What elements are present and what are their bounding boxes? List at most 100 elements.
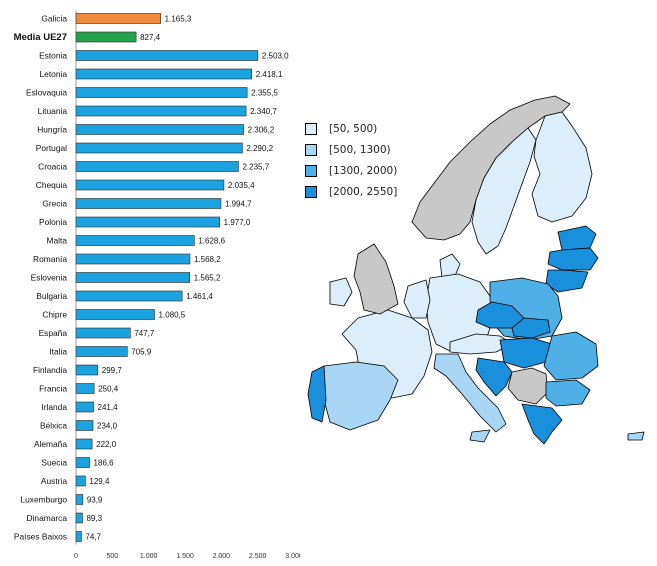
bar bbox=[75, 161, 239, 172]
category-label: Eslovaquia bbox=[26, 88, 67, 98]
region-balkans bbox=[507, 367, 549, 405]
value-label: 74,7 bbox=[85, 533, 101, 542]
bar bbox=[75, 87, 248, 98]
value-label: 2.235,7 bbox=[242, 163, 269, 172]
x-tick-label: 500 bbox=[106, 553, 118, 560]
value-label: 705,9 bbox=[131, 348, 152, 357]
category-labels: Galicia Media UE27 Estonia Letonia Eslovaqui… bbox=[14, 14, 68, 542]
bar bbox=[75, 13, 161, 24]
bar bbox=[75, 457, 90, 468]
region-slovakia bbox=[511, 317, 551, 339]
category-label: Media UE27 bbox=[14, 32, 67, 43]
bar-chart: Galicia Media UE27 Estonia Letonia Eslovaqui… bbox=[14, 10, 300, 560]
value-label: 186,6 bbox=[94, 459, 115, 468]
category-label: Suecia bbox=[41, 458, 67, 468]
value-label: 1.568,2 bbox=[194, 255, 221, 264]
category-label: Romanía bbox=[33, 254, 67, 264]
bar bbox=[75, 216, 220, 228]
x-tick-label: 3.000 bbox=[285, 553, 300, 560]
value-label: 222,0 bbox=[96, 440, 117, 449]
bar bbox=[75, 31, 137, 43]
value-label: 234,0 bbox=[97, 422, 118, 431]
legend-swatch bbox=[305, 185, 317, 198]
bar bbox=[75, 512, 83, 524]
bar bbox=[75, 420, 94, 431]
value-label: 2.035,4 bbox=[228, 181, 255, 190]
value-label: 1.994,7 bbox=[225, 200, 252, 209]
category-label: Austria bbox=[41, 476, 67, 486]
legend-label: [2000, 2550] bbox=[329, 185, 398, 198]
category-label: Chequia bbox=[36, 180, 68, 190]
region-denmark bbox=[439, 253, 461, 279]
category-label: España bbox=[39, 328, 68, 338]
region-cyprus bbox=[627, 431, 645, 441]
value-label: 1.080,5 bbox=[159, 311, 186, 320]
category-label: Croacia bbox=[38, 162, 67, 172]
legend-label: [500, 1300) bbox=[329, 143, 391, 156]
bar bbox=[75, 290, 183, 302]
bar bbox=[75, 309, 155, 320]
category-label: Polonia bbox=[39, 217, 67, 227]
bar bbox=[75, 531, 82, 542]
category-label: Grecia bbox=[42, 199, 67, 209]
value-label: 2.418,1 bbox=[256, 70, 283, 79]
value-labels: 1.165,3 827,4 2.503,0 2.418,1 2.355,5 2.340,7… bbox=[85, 15, 289, 542]
category-label: Irlanda bbox=[41, 402, 67, 412]
legend-swatch bbox=[305, 122, 317, 135]
bar bbox=[75, 327, 131, 339]
value-label: 2.503,0 bbox=[262, 52, 289, 61]
bar bbox=[75, 68, 253, 80]
legend-item: [2000, 2550] bbox=[305, 181, 397, 202]
region-hungary bbox=[499, 337, 553, 369]
bar bbox=[75, 198, 222, 209]
category-label: Alemaña bbox=[34, 439, 67, 449]
value-label: 2.340,7 bbox=[250, 107, 277, 116]
category-label: Francia bbox=[39, 384, 67, 394]
value-label: 2.290,2 bbox=[246, 144, 273, 153]
value-label: 1.977,0 bbox=[224, 218, 251, 227]
region-latvia bbox=[547, 247, 599, 271]
bar bbox=[75, 401, 94, 413]
category-label: Hungría bbox=[37, 125, 67, 135]
category-label: Dinamarca bbox=[27, 513, 68, 523]
region-spain bbox=[323, 361, 399, 431]
region-romania bbox=[543, 331, 599, 381]
region-italy bbox=[433, 353, 507, 433]
bar bbox=[75, 475, 86, 487]
value-label: 299,7 bbox=[102, 366, 123, 375]
value-label: 2.306,2 bbox=[248, 126, 275, 135]
bar bbox=[75, 179, 225, 191]
x-axis: 0 500 1.000 1.500 2.000 2.500 3.000 bbox=[74, 10, 300, 560]
x-tick-label: 1.500 bbox=[176, 553, 194, 560]
category-label: Bélxica bbox=[40, 421, 67, 431]
category-label: Estonia bbox=[39, 51, 67, 61]
category-label: Malta bbox=[47, 236, 68, 246]
x-tick-label: 0 bbox=[74, 553, 78, 560]
value-label: 1.165,3 bbox=[165, 15, 192, 24]
bar bbox=[75, 494, 84, 505]
category-label: Eslovenia bbox=[31, 273, 68, 283]
value-label: 827,4 bbox=[140, 33, 161, 42]
legend-label: [1300, 2000) bbox=[329, 164, 398, 177]
legend-label: [50, 500) bbox=[329, 122, 378, 135]
value-label: 93,9 bbox=[87, 496, 103, 505]
x-tick-label: 1.000 bbox=[140, 553, 158, 560]
x-tick-label: 2.500 bbox=[249, 553, 267, 560]
value-label: 1.565,2 bbox=[194, 274, 221, 283]
bar bbox=[75, 253, 191, 265]
category-label: Letonia bbox=[40, 69, 68, 79]
value-label: 747,7 bbox=[134, 329, 155, 338]
bar bbox=[75, 383, 95, 394]
bar bbox=[75, 124, 244, 135]
bar bbox=[75, 50, 259, 61]
region-finland bbox=[531, 111, 593, 223]
bar bbox=[75, 438, 93, 450]
value-label: 2.355,5 bbox=[251, 89, 278, 98]
category-label: Chipre bbox=[42, 310, 67, 320]
category-label: Italia bbox=[49, 347, 67, 357]
value-label: 1.461,4 bbox=[186, 292, 213, 301]
region-croatia bbox=[475, 357, 513, 397]
x-tick-label: 2.000 bbox=[213, 553, 231, 560]
bars-layer bbox=[75, 13, 259, 542]
region-benelux bbox=[403, 279, 431, 319]
